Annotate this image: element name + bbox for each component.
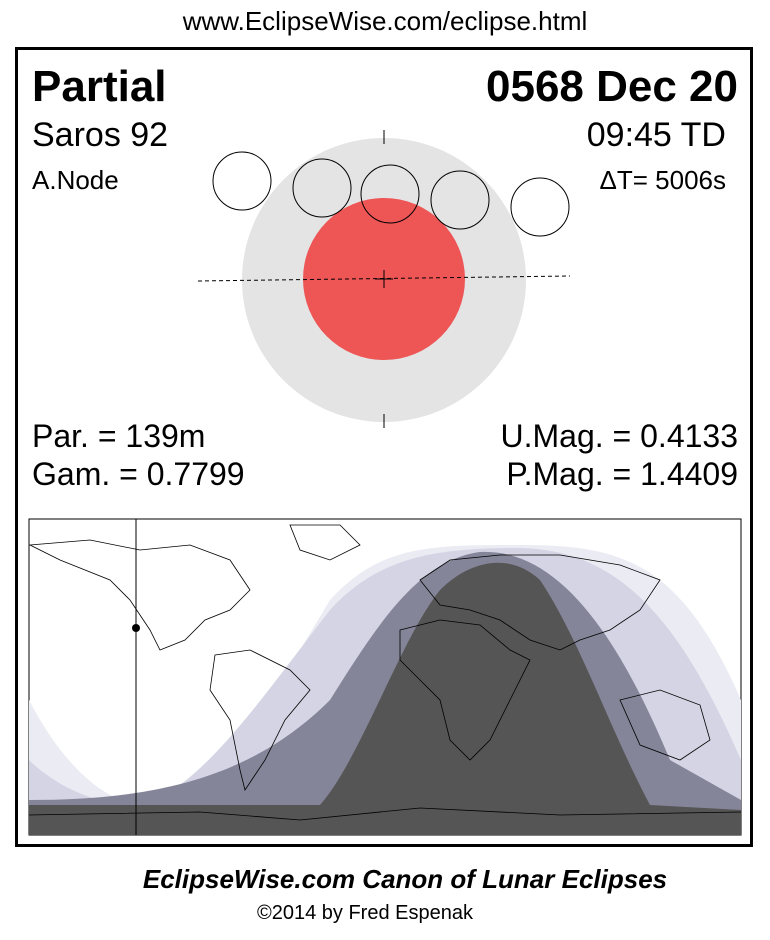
eclipse-time: 09:45 TD — [586, 116, 726, 154]
coastline-australia — [619, 689, 711, 761]
eclipse-date: 0568 Dec 20 — [486, 62, 738, 111]
credit: EclipseWise.com Canon of Lunar Eclipses — [142, 864, 668, 894]
coastline-greenland — [289, 524, 361, 561]
umbral-magnitude: U.Mag. = 0.4133 — [500, 418, 738, 454]
node: A.Node — [32, 165, 119, 195]
partial-duration: Par. = 139m — [32, 418, 206, 454]
moon-position-u4 — [430, 170, 490, 230]
moon-position-p4 — [510, 177, 570, 237]
penumbral-magnitude: P.Mag. = 1.4409 — [506, 456, 738, 492]
eclipse-visible-region — [29, 562, 741, 835]
coastline-africa — [399, 619, 531, 761]
visibility-map — [28, 518, 742, 836]
coastline-north-america — [29, 539, 251, 651]
eclipse-frame — [15, 47, 753, 847]
delta-t: ΔT= 5006s — [599, 165, 727, 195]
coastline-south-america — [209, 649, 311, 791]
moon-position-u1 — [292, 158, 352, 218]
source-url: www.EclipseWise.com/eclipse.html — [182, 6, 588, 36]
coastline-antarctica — [29, 807, 741, 821]
moon-position-max — [360, 164, 420, 224]
coastline-eurasia — [419, 554, 661, 651]
copyright: ©2014 by Fred Espenak — [257, 902, 473, 924]
ecliptic-line — [197, 275, 571, 282]
saros-number: Saros 92 — [32, 116, 169, 154]
eclipse-type: Partial — [32, 62, 167, 111]
greatest-eclipse-point — [132, 624, 140, 632]
gamma: Gam. = 0.7799 — [32, 456, 245, 492]
moon-position-p1 — [212, 151, 272, 211]
